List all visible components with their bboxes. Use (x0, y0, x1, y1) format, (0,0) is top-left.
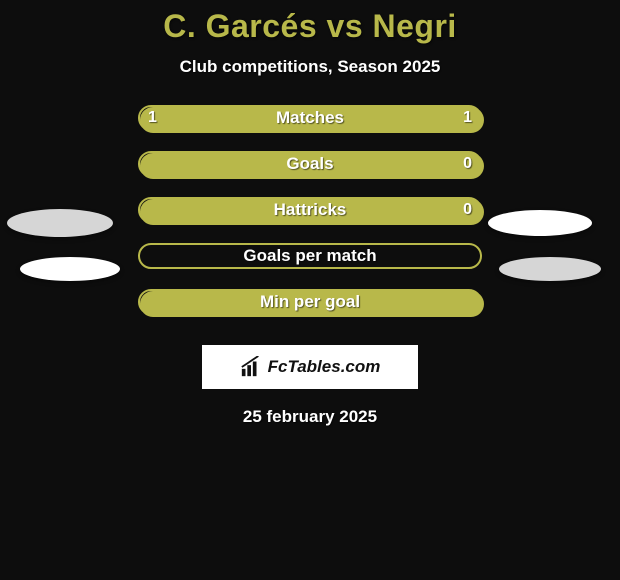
stat-label: Min per goal (138, 289, 482, 315)
bar-chart-icon (240, 356, 262, 378)
stat-label: Matches (138, 105, 482, 131)
team-left-marker (7, 209, 113, 237)
stat-row: Matches1 1 (0, 105, 620, 151)
comparison-card: C. Garcés vs Negri Club competitions, Se… (0, 0, 620, 580)
title-player-left: C. Garcés (163, 8, 317, 44)
badge-text: FcTables.com (268, 357, 381, 377)
title-vs: vs (317, 8, 372, 44)
team-right-marker (499, 257, 601, 281)
stat-value-left: 1 (148, 105, 157, 131)
subtitle: Club competitions, Season 2025 (0, 57, 620, 77)
stat-value-right: 0 (463, 197, 472, 223)
stat-label: Goals (138, 151, 482, 177)
footer-date: 25 february 2025 (0, 407, 620, 427)
stat-label: Hattricks (138, 197, 482, 223)
team-left-marker (20, 257, 120, 281)
source-badge[interactable]: FcTables.com (202, 345, 418, 389)
title-player-right: Negri (373, 8, 457, 44)
stat-value-right: 0 (463, 151, 472, 177)
stat-label: Goals per match (138, 243, 482, 269)
stat-row: Goals0 (0, 151, 620, 197)
stat-value-right: 1 (463, 105, 472, 131)
stat-row: Min per goal (0, 289, 620, 335)
page-title: C. Garcés vs Negri (0, 0, 620, 45)
team-right-marker (488, 210, 592, 236)
